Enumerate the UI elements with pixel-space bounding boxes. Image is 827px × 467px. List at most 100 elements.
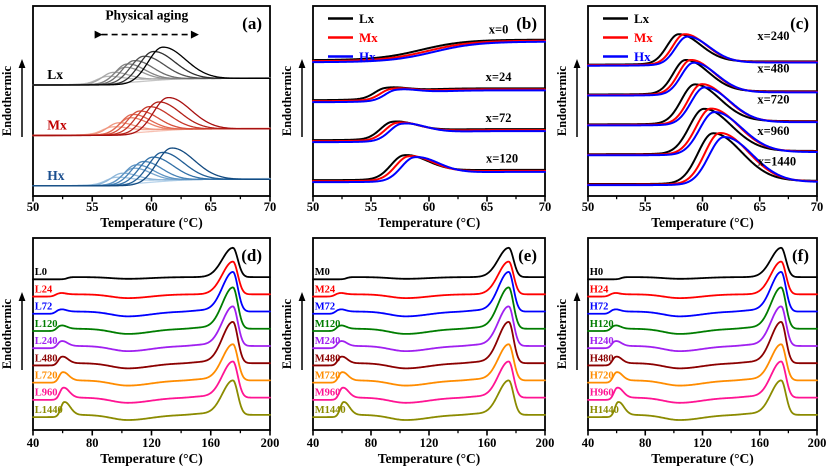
dsc-curve (587, 86, 818, 127)
y-axis-arrowhead (298, 59, 306, 68)
dsc-curve (32, 360, 271, 404)
panel-e-chart: 40 80 120 160 200 Temperature (°C) Endothermic… (280, 237, 555, 466)
panel-e: 40 80 120 160 200 Temperature (°C) Endothermic… (280, 230, 555, 467)
dsc-curve (587, 136, 818, 187)
y-axis-arrowhead (573, 59, 581, 68)
dsc-curve (312, 38, 546, 62)
dsc-curve (587, 286, 818, 335)
x-tick-label: 50 (307, 200, 320, 214)
x-tick-label: 60 (145, 200, 158, 214)
x-tick-label: 80 (365, 436, 378, 450)
curve-label: x=240 (757, 29, 789, 43)
dsc-curve (587, 246, 818, 281)
dsc-curve (312, 379, 546, 421)
curve-label: Mx (47, 117, 67, 132)
dsc-curve (587, 271, 818, 318)
curve-label: L120 (35, 319, 58, 330)
curve-label: H960 (590, 388, 614, 399)
curve-label: x=960 (757, 124, 789, 138)
x-tick-label: 160 (478, 436, 497, 450)
annotation-text: Physical aging (105, 7, 188, 22)
dsc-curve (312, 260, 546, 299)
curve-label: M480 (315, 353, 341, 364)
x-tick-label: 200 (536, 436, 555, 450)
dsc-curve (587, 305, 818, 353)
dsc-curve (312, 305, 546, 353)
dsc-curve (32, 260, 271, 299)
curve-label: L720 (35, 371, 58, 382)
curve-label: H1440 (590, 405, 619, 416)
panel-letter: (e) (518, 246, 537, 265)
dsc-curve (587, 343, 818, 387)
figure-bottom-row: 40 80 120 160 200 Temperature (°C) Endothermic… (0, 230, 827, 467)
panel-c: 50 55 60 65 70 Temperature (°C) Endothermic x=2… (555, 0, 827, 230)
x-tick-label: 200 (261, 436, 280, 450)
dsc-curve (32, 379, 271, 421)
x-tick-label: 70 (264, 200, 277, 214)
curve-label: M120 (315, 319, 341, 330)
panel-letter: (a) (242, 14, 262, 33)
curve-label: L0 (35, 267, 47, 278)
legend-label: Mx (359, 30, 378, 45)
curve-label: H72 (590, 302, 609, 313)
dsc-curve (587, 260, 818, 299)
x-axis-title: Temperature (°C) (100, 215, 203, 230)
panel-c-chart: 50 55 60 65 70 Temperature (°C) Endothermic x=2… (555, 5, 823, 230)
curve-label: H120 (590, 319, 614, 330)
curve-label: x=24 (486, 70, 513, 84)
dsc-curve (32, 305, 271, 353)
figure-top-row: 50 55 60 65 70 Temperature (°C) Endothermic Lx M… (0, 0, 827, 230)
x-tick-label: 55 (365, 200, 378, 214)
legend-label: Mx (634, 30, 653, 45)
x-axis-title: Temperature (°C) (378, 451, 481, 466)
dsc-curve (587, 61, 818, 97)
curve-label: H240 (590, 336, 614, 347)
x-tick-label: 65 (754, 200, 767, 214)
panel-letter: (f) (792, 246, 809, 265)
x-tick-label: 40 (307, 436, 320, 450)
x-tick-label: 55 (86, 200, 99, 214)
x-tick-label: 70 (539, 200, 552, 214)
x-tick-label: 200 (808, 436, 827, 450)
y-axis-arrowhead (18, 59, 26, 68)
panel-f-chart: 40 80 120 160 200 Temperature (°C) Endothermic… (555, 237, 827, 466)
curve-label: M24 (315, 284, 336, 295)
x-tick-label: 40 (582, 436, 595, 450)
dsc-curve (32, 147, 271, 187)
curve-label: L1440 (35, 405, 63, 416)
dsc-curve (312, 286, 546, 335)
x-tick-label: 160 (201, 436, 220, 450)
x-tick-label: 65 (205, 200, 218, 214)
panel-letter: (c) (790, 14, 809, 33)
curve-label: M0 (315, 267, 330, 278)
dsc-curve (32, 66, 271, 86)
x-axis-title: Temperature (°C) (651, 451, 754, 466)
curve-label: L960 (35, 388, 58, 399)
curve-label: x=72 (486, 111, 512, 125)
dsc-curve (32, 286, 271, 335)
curve-label: x=0 (489, 23, 509, 37)
x-tick-label: 60 (423, 200, 436, 214)
curve-label: H24 (590, 284, 609, 295)
y-axis-title: Endothermic (280, 298, 294, 369)
dsc-curve (587, 35, 818, 67)
panel-b-chart: 50 55 60 65 70 Temperature (°C) Endothermic x=0… (280, 5, 552, 230)
dsc-curve (312, 343, 546, 387)
dsc-curve (312, 39, 546, 63)
curve-label: L240 (35, 336, 58, 347)
y-axis-arrowhead (573, 292, 581, 301)
dsc-curve (312, 122, 546, 144)
annotation-arrowhead-left (94, 30, 103, 39)
x-tick-label: 40 (27, 436, 40, 450)
curve-label: M72 (315, 302, 335, 313)
dsc-curve (587, 111, 818, 157)
y-axis-title: Endothermic (0, 65, 14, 136)
dsc-curve (312, 156, 546, 184)
x-tick-label: 120 (142, 436, 161, 450)
panel-letter: (b) (516, 14, 537, 33)
dsc-curve (32, 46, 271, 86)
x-axis-title: Temperature (°C) (378, 215, 481, 230)
legend-label: Hx (359, 49, 376, 64)
curve-label: H720 (590, 371, 614, 382)
